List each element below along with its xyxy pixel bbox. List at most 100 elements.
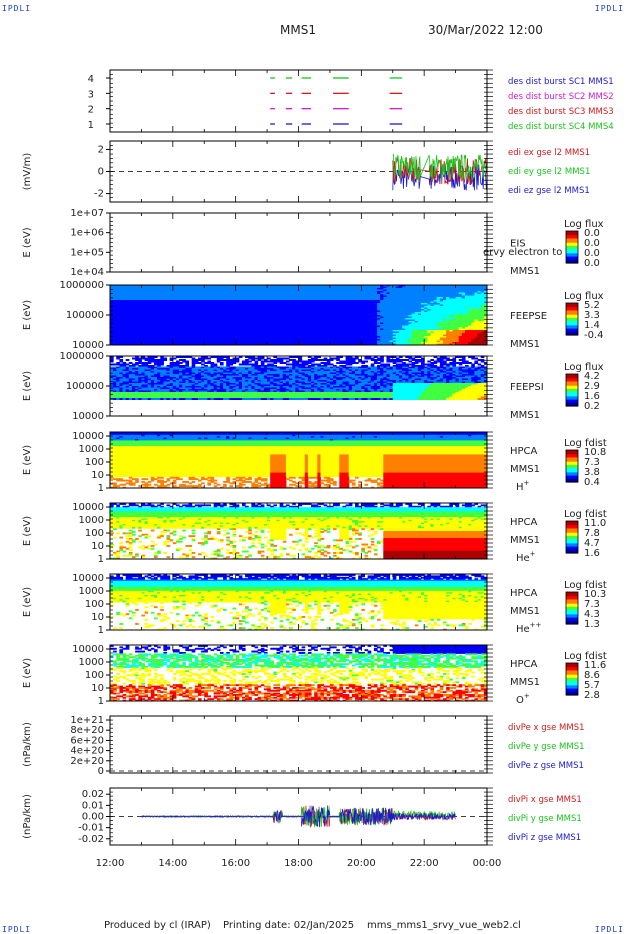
feepse-cell bbox=[329, 291, 334, 293]
feepse-cell bbox=[270, 310, 274, 313]
feepse-cell bbox=[270, 286, 274, 289]
feepse-cell bbox=[223, 297, 227, 299]
feepse-cell bbox=[216, 289, 221, 292]
feepse-cell bbox=[210, 324, 215, 326]
feepse-cell bbox=[182, 303, 186, 305]
feepse-cell bbox=[110, 312, 114, 314]
feepse-cell bbox=[144, 312, 149, 314]
feepse-cell bbox=[361, 286, 365, 289]
feepse-cell bbox=[273, 286, 278, 289]
feepse-cell bbox=[260, 318, 265, 320]
feepse-cell bbox=[373, 324, 378, 326]
feepse-cell bbox=[270, 288, 274, 290]
feepse-cell bbox=[150, 288, 155, 290]
feepse-cell bbox=[257, 319, 262, 322]
feepse-cell bbox=[383, 309, 387, 311]
feepse-cell bbox=[326, 333, 331, 335]
feepse-cell bbox=[223, 286, 227, 289]
feepse-cell bbox=[389, 298, 394, 301]
feepse-cell bbox=[179, 313, 183, 316]
feepse-cell bbox=[197, 340, 202, 343]
feepse-cell bbox=[150, 334, 155, 337]
feepse-cell bbox=[131, 328, 136, 331]
feepse-cell bbox=[191, 310, 196, 313]
feepse-cell bbox=[292, 307, 296, 310]
feepse-cell bbox=[251, 319, 256, 322]
feepse-cell bbox=[144, 291, 149, 293]
feepse-cell bbox=[361, 298, 365, 301]
feepse-cell bbox=[355, 286, 359, 289]
feepse-cell bbox=[153, 330, 158, 332]
feepse-cell bbox=[295, 322, 299, 325]
feepse-cell bbox=[235, 342, 240, 344]
feepse-cell bbox=[245, 321, 249, 323]
feepse-cell bbox=[172, 342, 177, 344]
feepse-cell bbox=[276, 312, 281, 314]
feepse-cell bbox=[144, 319, 149, 322]
feepse-cell bbox=[329, 303, 334, 305]
feepse-cell bbox=[361, 309, 365, 311]
feepse-cell bbox=[169, 286, 174, 289]
feepse-cell bbox=[204, 301, 208, 304]
feepse-cell bbox=[229, 288, 234, 290]
feepse-cell bbox=[160, 339, 164, 341]
feepse-cell bbox=[113, 328, 117, 331]
feepse-cell bbox=[260, 306, 265, 308]
feepse-cell bbox=[373, 288, 378, 290]
feepse-cell bbox=[361, 328, 365, 331]
feepse-cell bbox=[373, 310, 378, 313]
feepse-cell bbox=[301, 340, 306, 343]
feepse-cell bbox=[370, 310, 375, 313]
feepse-cell bbox=[298, 342, 303, 344]
feepse-cell bbox=[377, 307, 381, 310]
feepse-cell bbox=[285, 306, 290, 308]
feepse-cell bbox=[314, 309, 318, 311]
feepse-cell bbox=[361, 340, 365, 343]
feepse-cell bbox=[201, 324, 205, 326]
feepse-cell bbox=[204, 298, 208, 301]
feepse-cell bbox=[223, 319, 227, 322]
feepse-cell bbox=[380, 328, 384, 331]
feepse-cell bbox=[163, 291, 168, 293]
feepse-cell bbox=[402, 304, 406, 307]
feepse-cell bbox=[144, 300, 149, 302]
feepse-cell bbox=[226, 289, 230, 292]
feepse-cell bbox=[150, 327, 155, 329]
feepse-cell bbox=[364, 321, 369, 323]
feepse-cell bbox=[175, 336, 180, 338]
feepse-cell bbox=[116, 325, 120, 328]
feepse-cell bbox=[241, 303, 246, 305]
feepse-cell bbox=[210, 340, 215, 343]
feepse-cell bbox=[370, 340, 375, 343]
feepse-cell bbox=[323, 336, 328, 338]
feepse-cell bbox=[160, 324, 164, 326]
feepse-cell bbox=[289, 325, 293, 328]
feepse-cell bbox=[276, 328, 281, 331]
feepse-cell bbox=[285, 322, 290, 325]
feepse-cell bbox=[298, 297, 303, 299]
feepse-cell bbox=[389, 319, 394, 322]
feepse-cell bbox=[216, 286, 221, 289]
feepse-cell bbox=[119, 288, 124, 290]
feepse-cell bbox=[254, 303, 259, 305]
feepse-cell bbox=[314, 285, 318, 287]
feepse-cell bbox=[414, 294, 419, 296]
feepse-cell bbox=[282, 286, 287, 289]
feepse-cell bbox=[326, 321, 331, 323]
feepse-cell bbox=[194, 316, 199, 319]
feepse-cell bbox=[351, 318, 356, 320]
feepse-cell bbox=[135, 324, 139, 326]
feepse-cell bbox=[339, 292, 343, 295]
feepse-cell bbox=[336, 310, 340, 313]
feepse-cell bbox=[110, 289, 114, 292]
feepse-cell bbox=[169, 306, 174, 308]
feepse-cell bbox=[116, 301, 120, 304]
feepse-cell bbox=[427, 288, 431, 290]
feepse-cell bbox=[135, 333, 139, 335]
feepse-cell bbox=[386, 303, 391, 305]
feepse-cell bbox=[292, 339, 296, 341]
feepse-cell bbox=[279, 301, 284, 304]
feepse-cell bbox=[226, 315, 230, 317]
feepse-cell bbox=[245, 319, 249, 322]
feepse-cell bbox=[232, 321, 237, 323]
